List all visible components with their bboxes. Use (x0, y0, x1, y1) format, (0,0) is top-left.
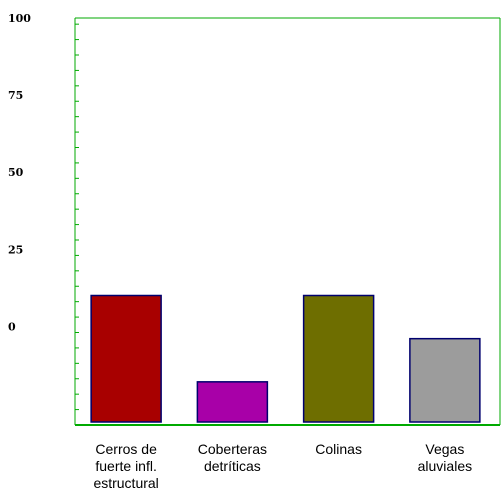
y-tick-label: 0 (8, 320, 16, 333)
bar (409, 337, 481, 423)
x-tick-label: Cerros de fuerte infl. estructural (93, 441, 159, 491)
bar (302, 294, 375, 423)
bar (196, 381, 269, 423)
y-tick-label: 75 (8, 89, 23, 102)
y-tick-label: 25 (8, 243, 23, 256)
x-tick-label: Coberteras detríticas (197, 441, 267, 474)
bars (90, 294, 481, 423)
x-tick-label: Vegas aluviales (417, 441, 473, 474)
y-tick-labels: 100 75 50 25 0 (8, 12, 31, 333)
y-tick-label: 100 (8, 12, 31, 25)
bar (90, 294, 162, 423)
x-tick-label: Colinas (315, 441, 362, 457)
y-tick-label: 50 (8, 166, 24, 179)
y-axis-ticks (75, 23, 79, 426)
